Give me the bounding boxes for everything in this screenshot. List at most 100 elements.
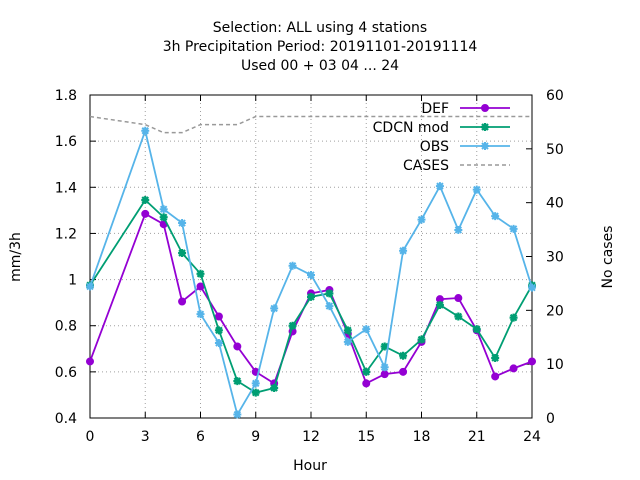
data-point-core bbox=[216, 341, 221, 346]
data-point-core bbox=[401, 248, 406, 253]
data-point bbox=[454, 294, 463, 303]
series-line bbox=[89, 115, 532, 134]
x-tick-label: 18 bbox=[413, 429, 431, 445]
data-point-core bbox=[88, 284, 92, 289]
plot-frame bbox=[89, 94, 533, 419]
x-tick-label: 9 bbox=[251, 429, 260, 445]
data-point-core bbox=[272, 306, 277, 311]
legend-label: CASES bbox=[403, 158, 449, 174]
data-point bbox=[288, 321, 297, 330]
x-tick-label: 12 bbox=[302, 429, 320, 445]
data-point bbox=[491, 354, 500, 363]
title-line-2: 3h Precipitation Period: 20191101-201911… bbox=[163, 39, 478, 55]
data-point bbox=[141, 195, 150, 204]
title-line-1: Selection: ALL using 4 stations bbox=[213, 20, 427, 36]
legend-label: OBS bbox=[420, 139, 449, 155]
legend-marker bbox=[481, 123, 489, 131]
data-point bbox=[251, 388, 260, 397]
y-tick-label: 0.4 bbox=[55, 411, 77, 427]
axes bbox=[89, 94, 533, 419]
data-point bbox=[233, 342, 242, 351]
data-point-core bbox=[235, 412, 240, 417]
data-point bbox=[472, 325, 481, 334]
data-point-core bbox=[419, 217, 424, 222]
data-point bbox=[417, 335, 426, 344]
data-point bbox=[528, 357, 536, 366]
tick-labels: 0 3 6 9 12 15 18 21 24 0.4 0.6 0.8 1 1.2 1.4 1.6 1.8 0 10 2… bbox=[55, 88, 564, 445]
y2-tick-label: 30 bbox=[546, 250, 564, 266]
x-tick-label: 3 bbox=[141, 429, 150, 445]
y-tick-label: 1 bbox=[68, 273, 77, 289]
data-point-core bbox=[382, 365, 387, 370]
chart-title: Selection: ALL using 4 stations 3h Preci… bbox=[163, 20, 478, 74]
data-point bbox=[325, 289, 334, 298]
x-axis-label: Hour bbox=[293, 458, 327, 474]
data-point bbox=[307, 292, 315, 301]
x-tick-label: 6 bbox=[196, 429, 205, 445]
data-point bbox=[399, 351, 408, 360]
data-point-core bbox=[437, 184, 442, 189]
data-point bbox=[343, 326, 352, 335]
y2-tick-label: 60 bbox=[546, 88, 564, 104]
y2-tick-label: 20 bbox=[546, 303, 564, 319]
x-tick-label: 21 bbox=[468, 429, 486, 445]
data-point bbox=[159, 213, 168, 222]
x-tick-label: 0 bbox=[86, 429, 95, 445]
data-point-core bbox=[493, 214, 498, 219]
y-tick-label: 1.4 bbox=[55, 180, 77, 196]
data-point bbox=[454, 312, 463, 321]
data-point bbox=[491, 372, 500, 381]
data-series bbox=[86, 115, 536, 419]
data-point-core bbox=[290, 263, 295, 268]
y2-axis-label: No cases bbox=[600, 226, 616, 289]
y-tick-label: 1.2 bbox=[55, 226, 77, 242]
series-obs bbox=[86, 126, 536, 419]
data-point-core bbox=[474, 187, 479, 192]
y2-tick-label: 10 bbox=[546, 357, 564, 373]
data-point-core bbox=[345, 339, 350, 344]
x-tick-label: 24 bbox=[523, 429, 541, 445]
data-point-core bbox=[309, 272, 313, 277]
y-tick-label: 0.6 bbox=[55, 365, 77, 381]
data-point-core bbox=[253, 381, 258, 386]
data-point-core bbox=[364, 327, 369, 332]
data-point bbox=[233, 377, 242, 386]
legend-marker bbox=[481, 104, 489, 112]
y2-tick-label: 40 bbox=[546, 196, 564, 212]
data-point bbox=[435, 300, 444, 309]
y2-tick-label: 0 bbox=[546, 411, 555, 427]
data-point-core bbox=[327, 304, 332, 309]
data-point-core bbox=[161, 207, 166, 212]
x-tick-label: 15 bbox=[357, 429, 375, 445]
data-point bbox=[362, 367, 371, 376]
data-point bbox=[178, 249, 187, 258]
data-point bbox=[509, 313, 518, 322]
data-point-core bbox=[180, 221, 185, 226]
series-cdcn-mod bbox=[86, 195, 536, 397]
data-point bbox=[509, 364, 518, 373]
data-point bbox=[178, 297, 187, 306]
grid-lines bbox=[90, 95, 532, 418]
data-point-core bbox=[530, 285, 534, 290]
data-point-core bbox=[198, 312, 203, 317]
y-tick-label: 1.8 bbox=[55, 88, 77, 104]
legend-label: DEF bbox=[421, 101, 449, 117]
data-point bbox=[380, 342, 389, 351]
y-tick-label: 0.8 bbox=[55, 319, 77, 335]
data-point-core bbox=[511, 226, 516, 231]
data-point bbox=[214, 312, 223, 321]
title-line-3: Used 00 + 03 04 ... 24 bbox=[241, 58, 399, 74]
data-point bbox=[399, 367, 408, 376]
data-point-core bbox=[456, 227, 461, 232]
data-point bbox=[362, 379, 371, 388]
data-point bbox=[380, 370, 389, 379]
y-axis-label: mm/3h bbox=[8, 232, 24, 282]
y2-tick-label: 50 bbox=[546, 142, 564, 158]
data-point bbox=[141, 209, 150, 218]
data-point-core bbox=[143, 128, 148, 133]
legend-marker-core bbox=[483, 144, 487, 148]
data-point bbox=[86, 357, 94, 366]
legend-label: CDCN mod bbox=[373, 120, 449, 136]
series-cases bbox=[89, 115, 532, 134]
